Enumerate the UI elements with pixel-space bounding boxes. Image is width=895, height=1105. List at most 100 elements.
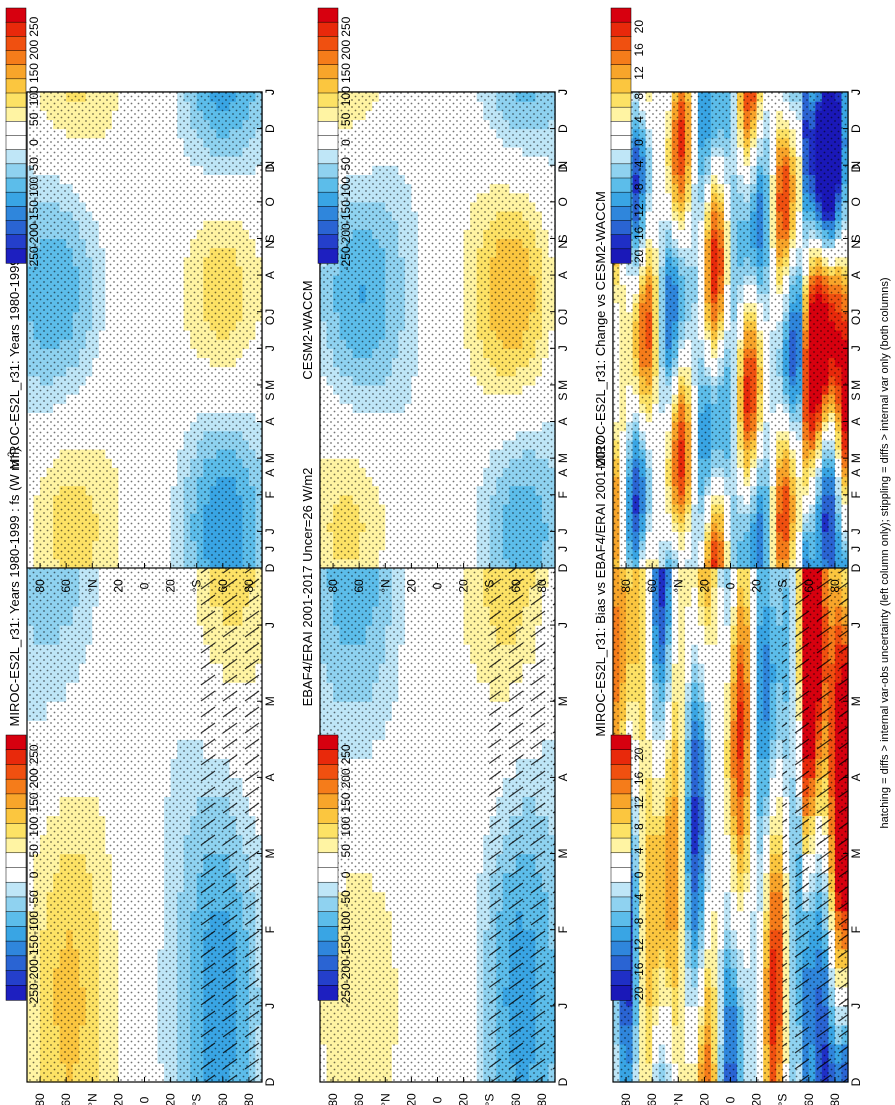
colorbar-label: 250: [27, 16, 41, 36]
lat-tick-label: 20: [111, 1093, 125, 1105]
colorbar-swatch: [5, 896, 27, 913]
colorbar-label: 150: [27, 792, 41, 812]
lat-tick-label: °S: [190, 580, 204, 593]
month-tick-label: D: [263, 124, 277, 133]
lat-tick-label: °N: [85, 1093, 99, 1105]
colorbar-swatch: [5, 940, 27, 957]
month-tick-label: F: [263, 491, 277, 498]
stippling-overlay: [27, 92, 262, 568]
colorbar-label: 100: [27, 86, 41, 106]
month-tick-label: A: [263, 773, 277, 781]
lat-tick-label: 80: [33, 579, 47, 593]
month-tick-label: M: [263, 380, 277, 390]
colorbar-label: 100: [27, 816, 41, 836]
month-tick-label: D: [263, 163, 277, 172]
colorbar-swatch: [5, 149, 27, 165]
colorbar-label: 0: [27, 139, 41, 146]
colorbar-swatch: [5, 121, 27, 137]
colorbar-label: 150: [27, 63, 41, 83]
colorbar-label: -250: [27, 246, 41, 270]
month-tick-label: J: [263, 309, 277, 315]
colorbar-label: -50: [27, 157, 41, 175]
month-tick-label: S: [263, 234, 277, 242]
lat-tick-label: 60: [59, 1093, 73, 1105]
colorbar-label: 50: [27, 844, 41, 858]
lat-tick-label: 20: [164, 1093, 178, 1105]
colorbar-swatch: [5, 64, 27, 80]
colorbar-swatch: [5, 837, 27, 854]
lat-tick-label: 80: [33, 1093, 47, 1105]
month-tick-label: A: [263, 418, 277, 426]
colorbar-swatch: [5, 985, 27, 1001]
colorbar-label: -100: [27, 911, 41, 935]
colorbar-swatch: [5, 106, 27, 122]
colorbar-swatch: [5, 163, 27, 179]
colorbar-swatch: [5, 867, 27, 883]
lat-tick-label: 20: [111, 579, 125, 593]
lat-tick-label: 80: [242, 579, 256, 593]
colorbar-swatch: [5, 78, 27, 94]
colorbar-swatch: [5, 970, 27, 986]
month-tick-label: N: [263, 161, 277, 170]
colorbar-swatch: [5, 734, 27, 751]
month-tick-label: J: [263, 528, 277, 534]
colorbar-swatch: [5, 955, 27, 972]
colorbar-swatch: [5, 36, 27, 52]
colorbar-label: -150: [27, 200, 41, 224]
lat-tick-label: 20: [164, 579, 178, 593]
month-tick-label: J: [263, 89, 277, 95]
colorbar-swatch: [5, 881, 27, 898]
month-tick-label: A: [263, 271, 277, 279]
month-tick-label: J: [263, 546, 277, 552]
month-tick-label: J: [263, 345, 277, 351]
colorbar-swatch: [5, 823, 27, 839]
colorbar-label: 0: [27, 871, 41, 878]
panel-title: MIROC-ES2L_r31: Years 1980-1999 : fs (W …: [6, 448, 22, 727]
colorbar-label: -150: [27, 935, 41, 959]
colorbar-swatch: [5, 191, 27, 207]
colorbar-swatch: [5, 21, 27, 37]
colorbar-swatch: [5, 764, 27, 780]
month-tick-label: M: [263, 849, 277, 859]
lat-tick-label: 0: [138, 1096, 152, 1103]
month-tick-label: O: [263, 316, 277, 325]
colorbar-swatch: [5, 50, 27, 66]
colorbar-swatch: [5, 749, 27, 766]
month-tick-label: S: [263, 393, 277, 401]
colorbar-swatch: [5, 248, 27, 264]
colorbar-swatch: [5, 926, 27, 942]
month-tick-label: M: [263, 453, 277, 463]
lat-tick-label: °N: [85, 579, 99, 592]
lat-tick-label: 80: [242, 1093, 256, 1105]
colorbar-label: 200: [27, 768, 41, 788]
month-tick-label: N: [263, 240, 277, 249]
month-tick-label: A: [263, 469, 277, 477]
lat-tick-label: °S: [190, 1094, 204, 1105]
colorbar-swatch: [5, 852, 27, 869]
colorbar-swatch: [5, 220, 27, 236]
colorbar-swatch: [5, 793, 27, 810]
colorbar-swatch: [5, 92, 27, 108]
colorbar-swatch: [5, 135, 27, 151]
colorbar-label: 50: [27, 112, 41, 126]
colorbar-swatch: [5, 911, 27, 928]
month-tick-label: J: [263, 89, 277, 95]
colorbar-swatch: [5, 234, 27, 250]
month-tick-label: D: [263, 563, 277, 572]
colorbar-label: -200: [27, 223, 41, 247]
lat-tick-label: 60: [216, 1093, 230, 1105]
month-tick-label: D: [263, 1077, 277, 1086]
month-tick-label: O: [263, 197, 277, 206]
colorbar-label: -200: [27, 959, 41, 983]
lat-tick-label: 60: [59, 579, 73, 593]
colorbar-swatch: [5, 7, 27, 23]
colorbar-label: -250: [27, 983, 41, 1007]
colorbar-swatch: [5, 206, 27, 222]
colorbar-label: -100: [27, 177, 41, 201]
colorbar-label: -50: [27, 890, 41, 908]
lat-tick-label: 0: [138, 582, 152, 589]
